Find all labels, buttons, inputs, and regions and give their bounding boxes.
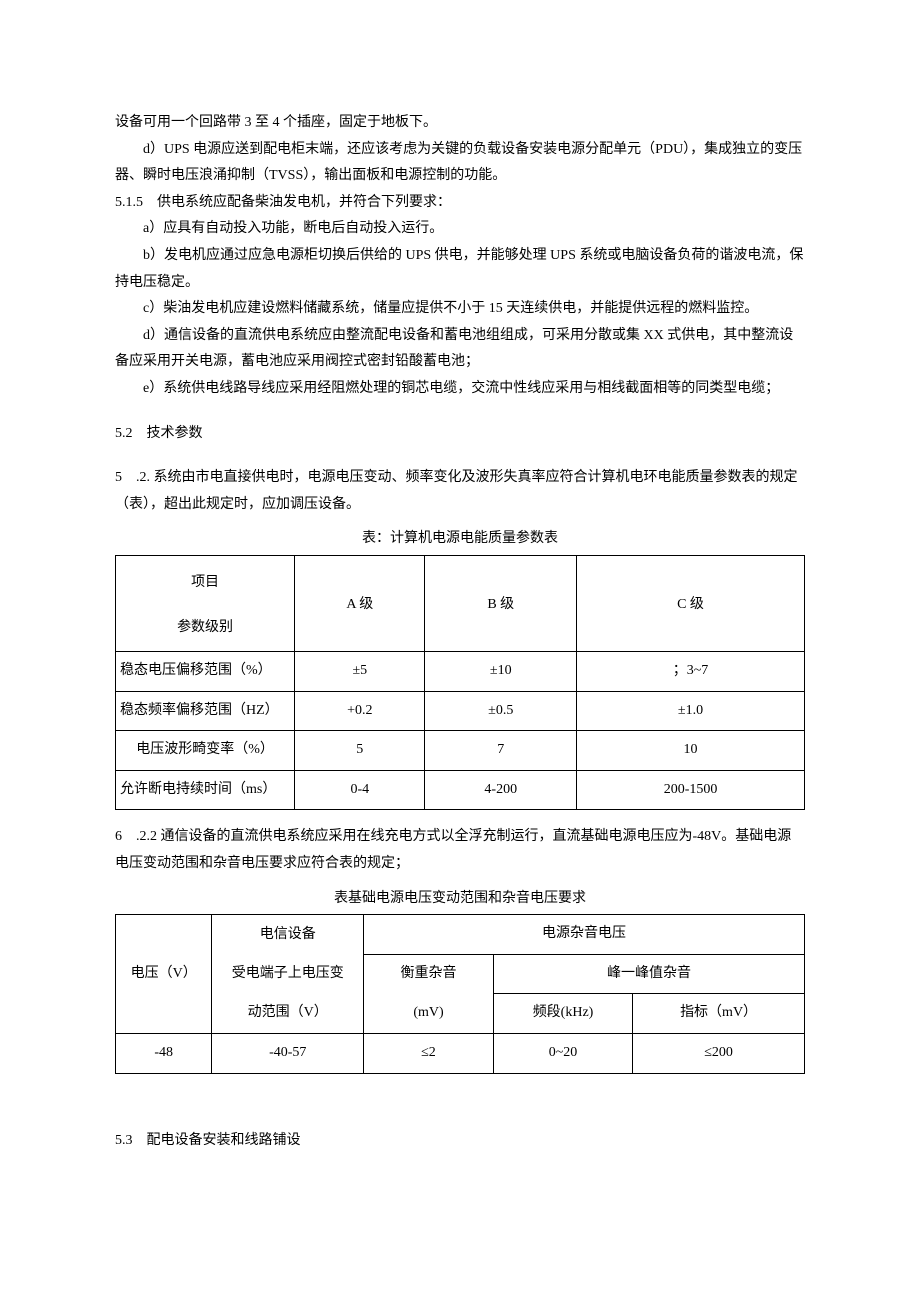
section-item: 5.1.5 供电系统应配备柴油发电机，并符合下列要求： [115,190,805,217]
cell: 4-200 [425,770,577,810]
cell: 0~20 [493,1034,632,1074]
col-header-band: 频段(kHz) [493,994,632,1034]
cell: ≤200 [633,1034,805,1074]
col-header-voltage: 电压（V） [116,915,212,1034]
table-row: 电压（V） 电信设备 电源杂音电压 [116,915,805,955]
col-header-a: A 级 [295,555,425,651]
cell: ±0.5 [425,691,577,731]
cell: 电压波形畸变率（%） [116,731,295,771]
table-power-quality: 项目 参数级别 A 级 B 级 C 级 稳态电压偏移范围（%） ±5 ±10 ；… [115,555,805,811]
cell: 稳态频率偏移范围（HZ） [116,691,295,731]
body-text: 设备可用一个回路带 3 至 4 个插座，固定于地板下。 [115,110,805,137]
cell: 稳态电压偏移范围（%） [116,652,295,692]
cell: 5 [295,731,425,771]
body-text: b）发电机应通过应急电源柜切换后供给的 UPS 供电，并能够处理 UPS 系统或… [115,243,805,296]
cell: ±10 [425,652,577,692]
spacer [115,1084,805,1128]
body-text: d）UPS 电源应送到配电柜末端，还应该考虑为关键的负载设备安装电源分配单元（P… [115,137,805,190]
col-header-item: 项目 参数级别 [116,555,295,651]
cell: ±1.0 [577,691,805,731]
body-text: 6 .2.2 通信设备的直流供电系统应采用在线充电方式以全浮充制运行，直流基础电… [115,824,805,877]
body-text: e）系统供电线路导线应采用经阻燃处理的铜芯电缆，交流中性线应采用与相线截面相等的… [115,376,805,403]
col-header-c: C 级 [577,555,805,651]
table-row: 稳态频率偏移范围（HZ） +0.2 ±0.5 ±1.0 [116,691,805,731]
cell: ≤2 [364,1034,494,1074]
col-header-b: B 级 [425,555,577,651]
cell: +0.2 [295,691,425,731]
col-header-mv: (mV) [364,994,494,1034]
table-row: 稳态电压偏移范围（%） ±5 ±10 ；3~7 [116,652,805,692]
cell: ±5 [295,652,425,692]
cell: 允许断电持续时间（ms） [116,770,295,810]
body-text: d）通信设备的直流供电系统应由整流配电设备和蓄电池组组成，可采用分散或集 XX … [115,323,805,376]
header-line2: 参数级别 [120,615,290,642]
cell: 0-4 [295,770,425,810]
body-text: c）柴油发电机应建设燃料储藏系统，储量应提供不小于 15 天连续供电，并能提供远… [115,296,805,323]
cell: -48 [116,1034,212,1074]
body-text: a）应具有自动投入功能，断电后自动投入运行。 [115,216,805,243]
section-heading: 5.3 配电设备安装和线路铺设 [115,1128,805,1155]
body-text: 5 .2. 系统由市电直接供电时，电源电压变动、频率变化及波形失真率应符合计算机… [115,465,805,518]
header-line1: 项目 [191,575,219,590]
table-row: -48 -40-57 ≤2 0~20 ≤200 [116,1034,805,1074]
cell: 200-1500 [577,770,805,810]
col-header-telecom: 电信设备 [212,915,364,955]
table-row: 动范围（V） (mV) 频段(kHz) 指标（mV） [116,994,805,1034]
col-header-noise: 电源杂音电压 [364,915,805,955]
col-header-peak: 峰一峰值杂音 [493,954,804,994]
table-row: 受电端子上电压变 衡重杂音 峰一峰值杂音 [116,954,805,994]
table-row: 允许断电持续时间（ms） 0-4 4-200 200-1500 [116,770,805,810]
col-header-weighted: 衡重杂音 [364,954,494,994]
cell: ；3~7 [577,652,805,692]
col-header-telecom-3: 动范围（V） [212,994,364,1034]
table-caption: 表基础电源电压变动范围和杂音电压要求 [115,886,805,913]
table-row: 项目 参数级别 A 级 B 级 C 级 [116,555,805,651]
table-row: 电压波形畸变率（%） 5 7 10 [116,731,805,771]
section-heading: 5.2 技术参数 [115,421,805,448]
cell: -40-57 [212,1034,364,1074]
table-caption: 表：计算机电源电能质量参数表 [115,526,805,553]
cell: 10 [577,731,805,771]
cell: 7 [425,731,577,771]
table-dc-voltage: 电压（V） 电信设备 电源杂音电压 受电端子上电压变 衡重杂音 峰一峰值杂音 动… [115,914,805,1073]
col-header-telecom-2: 受电端子上电压变 [212,954,364,994]
col-header-index: 指标（mV） [633,994,805,1034]
